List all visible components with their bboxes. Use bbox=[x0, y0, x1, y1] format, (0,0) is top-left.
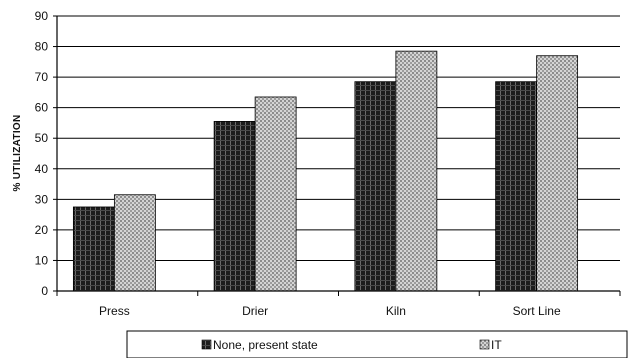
legend-label-series-2: IT bbox=[491, 338, 502, 352]
x-category-label: Sort Line bbox=[513, 304, 561, 318]
bar-series-2 bbox=[536, 55, 579, 292]
y-tick-label: 70 bbox=[35, 70, 49, 84]
legend: None, present state IT bbox=[126, 330, 628, 358]
legend-label-series-1: None, present state bbox=[213, 338, 318, 352]
bar-series-1 bbox=[354, 81, 397, 292]
legend-swatch-series-1 bbox=[201, 339, 212, 350]
y-tick-label: 50 bbox=[35, 131, 49, 145]
y-tick-labels: 0 10 20 30 40 50 60 70 80 90 bbox=[35, 9, 49, 298]
y-tick-label: 0 bbox=[41, 284, 48, 298]
x-category-label: Press bbox=[99, 304, 130, 318]
bar-series-2 bbox=[395, 50, 438, 292]
legend-swatch-series-2 bbox=[479, 339, 490, 350]
y-tick-label: 40 bbox=[35, 162, 49, 176]
bar-series-2 bbox=[113, 194, 156, 292]
y-tick-label: 30 bbox=[35, 192, 49, 206]
y-tick-label: 80 bbox=[35, 40, 49, 54]
y-axis-title: % UTILIZATION bbox=[12, 114, 23, 191]
y-tick-label: 60 bbox=[35, 101, 49, 115]
y-tick-label: 90 bbox=[35, 9, 49, 23]
bar-series-1 bbox=[72, 206, 115, 292]
y-tick-label: 20 bbox=[35, 223, 49, 237]
x-category-label: Drier bbox=[242, 304, 268, 318]
bar-series-1 bbox=[213, 121, 256, 292]
bars bbox=[72, 50, 579, 292]
bar-series-2 bbox=[254, 96, 297, 292]
y-tick-label: 10 bbox=[35, 253, 49, 267]
x-category-labels: Press Drier Kiln Sort Line bbox=[99, 304, 561, 318]
bar-series-1 bbox=[495, 81, 538, 292]
axes bbox=[53, 15, 621, 296]
x-category-label: Kiln bbox=[386, 304, 406, 318]
